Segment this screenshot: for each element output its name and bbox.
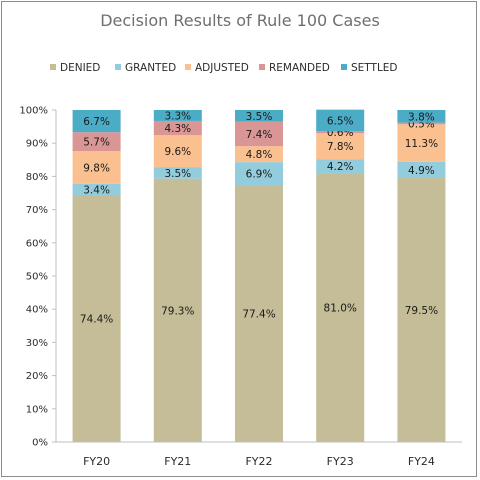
chart-title: Decision Results of Rule 100 Cases (100, 11, 380, 30)
data-label-fy24-settled: 3.8% (408, 111, 435, 123)
legend-swatch-denied (50, 64, 56, 70)
data-label-fy21-granted: 3.5% (164, 168, 191, 180)
bar-fy21-adjusted (153, 135, 202, 168)
bar-fy24-adjusted (397, 124, 446, 162)
bar-fy24-remanded (397, 122, 446, 125)
x-tick-label-fy20: FY20 (83, 455, 110, 468)
bar-fy22-granted (235, 162, 283, 186)
bar-fy22-remanded (235, 121, 283, 147)
y-tick-label: 90% (26, 139, 48, 150)
data-label-fy24-adjusted: 11.3% (405, 138, 438, 150)
bar-fy20-adjusted (72, 151, 121, 184)
y-tick-label: 30% (26, 338, 48, 349)
bar-fy20-settled (72, 110, 121, 133)
legend-swatch-remanded (259, 64, 265, 70)
data-label-fy24-granted: 4.9% (408, 165, 435, 177)
data-label-fy22-denied: 77.4% (242, 309, 275, 321)
legend: DENIED GRANTED ADJUSTED REMANDED SETTLED (50, 62, 398, 74)
x-axis: FY20 FY21 FY22 FY23 FY24 (56, 441, 462, 468)
bar-fy20-denied (72, 194, 121, 442)
data-label-fy22-adjusted: 4.8% (246, 149, 273, 161)
data-label-fy20-denied: 74.4% (80, 313, 113, 325)
y-tick-label: 40% (26, 305, 48, 316)
data-label-fy20-granted: 3.4% (83, 184, 110, 196)
bar-fy24-settled (397, 110, 446, 123)
data-label-fy23-granted: 4.2% (327, 161, 354, 173)
data-label-fy20-adjusted: 9.8% (83, 162, 110, 174)
bar-fy20-granted (72, 183, 121, 195)
data-label-fy20-remanded: 5.7% (83, 137, 110, 149)
legend-label-granted: GRANTED (125, 62, 176, 74)
bars: 74.4%3.4%9.8%5.7%6.7%79.3%3.5%9.6%4.3%3.… (72, 109, 446, 443)
legend-label-adjusted: ADJUSTED (195, 62, 249, 74)
bar-fy23-settled (316, 109, 365, 132)
bar-fy20-remanded (72, 132, 121, 152)
bar-fy24-granted (397, 161, 446, 179)
x-tick-label-fy24: FY24 (408, 455, 435, 468)
bar-fy23-adjusted (316, 133, 365, 160)
x-tick-label-fy22: FY22 (245, 455, 272, 468)
data-label-fy22-granted: 6.9% (246, 169, 273, 181)
legend-label-denied: DENIED (60, 62, 100, 74)
data-label-fy21-denied: 79.3% (161, 305, 194, 317)
data-label-fy24-denied: 79.5% (405, 305, 438, 317)
y-tick-label: 70% (26, 205, 48, 216)
data-label-fy21-settled: 3.3% (164, 110, 191, 122)
bar-fy22-settled (235, 110, 283, 122)
data-label-fy21-remanded: 4.3% (164, 123, 191, 135)
data-label-fy22-settled: 3.5% (246, 111, 273, 123)
legend-swatch-settled (341, 64, 347, 70)
data-label-fy23-adjusted: 7.8% (327, 141, 354, 153)
y-tick-label: 20% (26, 371, 48, 382)
bar-fy23-granted (316, 159, 365, 174)
y-axis: 0% 10% 20% 30% 40% 50% 60% 70% 80% 90% 100% (19, 106, 57, 449)
bar-fy21-denied (153, 178, 202, 442)
x-tick-label-fy21: FY21 (164, 455, 191, 468)
bar-fy22-adjusted (235, 146, 283, 163)
x-tick-label-fy23: FY23 (327, 455, 354, 468)
y-tick-label: 60% (26, 238, 48, 249)
y-tick-label: 0% (32, 438, 48, 449)
bar-fy21-settled (153, 110, 202, 121)
data-label-fy21-adjusted: 9.6% (164, 146, 191, 158)
data-label-fy20-settled: 6.7% (83, 116, 110, 128)
bar-fy22-denied (235, 185, 283, 443)
data-label-fy23-settled: 6.5% (327, 115, 354, 127)
data-label-fy23-denied: 81.0% (324, 303, 357, 315)
legend-label-remanded: REMANDED (269, 62, 330, 74)
y-tick-label: 100% (19, 106, 48, 117)
data-label-fy22-remanded: 7.4% (246, 129, 273, 141)
y-tick-label: 10% (26, 404, 48, 415)
bar-fy21-remanded (153, 120, 202, 136)
bar-fy23-denied (316, 173, 365, 442)
y-tick-label: 80% (26, 172, 48, 183)
y-tick-label: 50% (26, 272, 48, 283)
legend-swatch-granted (115, 64, 121, 70)
bar-fy24-denied (397, 178, 446, 442)
bar-fy23-remanded (316, 131, 365, 134)
legend-swatch-adjusted (185, 64, 191, 70)
bar-fy21-granted (153, 167, 202, 179)
legend-label-settled: SETTLED (351, 62, 398, 74)
